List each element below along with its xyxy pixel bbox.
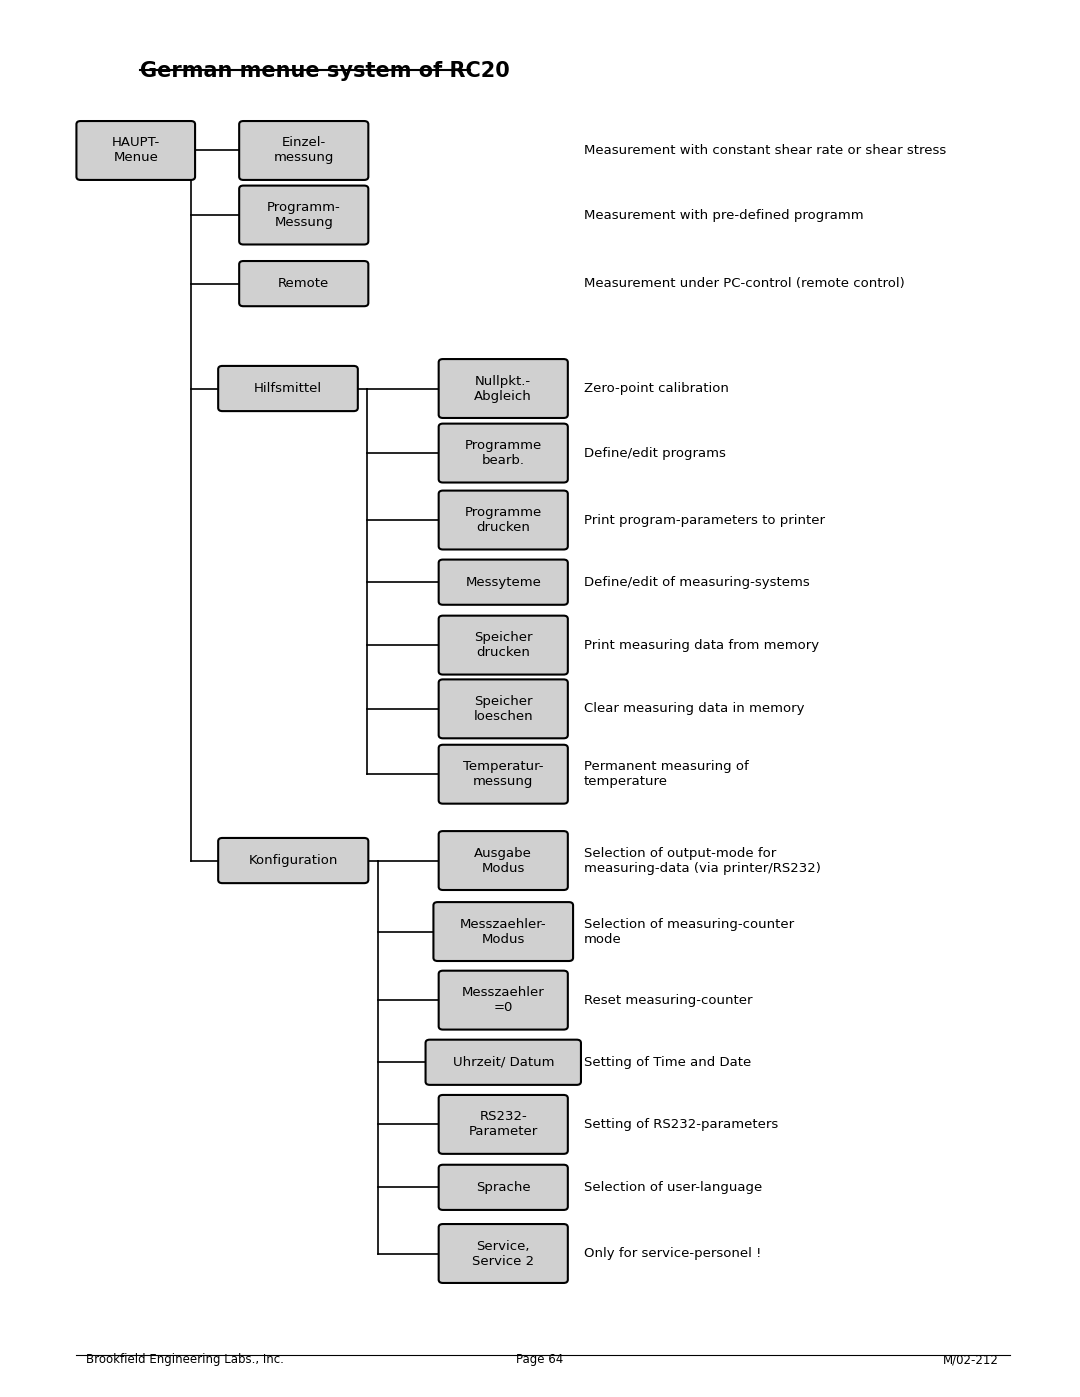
FancyBboxPatch shape [239,122,368,180]
Text: Reset measuring-counter: Reset measuring-counter [584,993,753,1007]
Text: Service,
Service 2: Service, Service 2 [472,1239,535,1267]
FancyBboxPatch shape [218,838,368,883]
Text: Hilfsmittel: Hilfsmittel [254,381,322,395]
Text: Setting of Time and Date: Setting of Time and Date [584,1056,752,1069]
Text: Setting of RS232-parameters: Setting of RS232-parameters [584,1118,779,1132]
Text: Only for service-personel !: Only for service-personel ! [584,1248,761,1260]
Text: Temperatur-
messung: Temperatur- messung [463,760,543,788]
Text: Page 64: Page 64 [516,1354,564,1366]
Text: Print measuring data from memory: Print measuring data from memory [584,638,820,651]
Text: Messzaehler
=0: Messzaehler =0 [462,986,544,1014]
Text: Nullpkt.-
Abgleich: Nullpkt.- Abgleich [474,374,532,402]
Text: Messyteme: Messyteme [465,576,541,588]
Text: Selection of measuring-counter
mode: Selection of measuring-counter mode [584,918,794,946]
FancyBboxPatch shape [438,831,568,890]
FancyBboxPatch shape [239,261,368,306]
Text: Uhrzeit/ Datum: Uhrzeit/ Datum [453,1056,554,1069]
FancyBboxPatch shape [218,366,357,411]
Text: Programme
drucken: Programme drucken [464,506,542,534]
FancyBboxPatch shape [438,423,568,482]
Text: Clear measuring data in memory: Clear measuring data in memory [584,703,805,715]
Text: Define/edit programs: Define/edit programs [584,447,726,460]
FancyBboxPatch shape [438,971,568,1030]
Text: Measurement under PC-control (remote control): Measurement under PC-control (remote con… [584,277,905,291]
Text: Measurement with constant shear rate or shear stress: Measurement with constant shear rate or … [584,144,946,156]
Text: Programme
bearb.: Programme bearb. [464,439,542,467]
FancyBboxPatch shape [438,616,568,675]
Text: Selection of user-language: Selection of user-language [584,1180,762,1194]
FancyBboxPatch shape [433,902,573,961]
FancyBboxPatch shape [77,122,195,180]
Text: Remote: Remote [279,277,329,291]
Text: Programm-
Messung: Programm- Messung [267,201,340,229]
Text: Speicher
loeschen: Speicher loeschen [473,694,534,722]
Text: Konfiguration: Konfiguration [248,854,338,868]
Text: German menue system of RC20: German menue system of RC20 [140,61,510,81]
Text: Speicher
drucken: Speicher drucken [474,631,532,659]
FancyBboxPatch shape [438,359,568,418]
Text: Ausgabe
Modus: Ausgabe Modus [474,847,532,875]
Text: Permanent measuring of
temperature: Permanent measuring of temperature [584,760,748,788]
FancyBboxPatch shape [438,679,568,738]
FancyBboxPatch shape [426,1039,581,1085]
Text: Define/edit of measuring-systems: Define/edit of measuring-systems [584,576,810,588]
Text: Measurement with pre-defined programm: Measurement with pre-defined programm [584,208,864,222]
FancyBboxPatch shape [438,1224,568,1282]
FancyBboxPatch shape [438,1165,568,1210]
Text: Selection of output-mode for
measuring-data (via printer/RS232): Selection of output-mode for measuring-d… [584,847,821,875]
Text: HAUPT-
Menue: HAUPT- Menue [111,137,160,165]
Text: Zero-point calibration: Zero-point calibration [584,381,729,395]
FancyBboxPatch shape [438,1095,568,1154]
FancyBboxPatch shape [239,186,368,244]
Text: Messzaehler-
Modus: Messzaehler- Modus [460,918,546,946]
Text: RS232-
Parameter: RS232- Parameter [469,1111,538,1139]
Text: Print program-parameters to printer: Print program-parameters to printer [584,514,825,527]
Text: Sprache: Sprache [476,1180,530,1194]
Text: M/02-212: M/02-212 [943,1354,999,1366]
Text: Brookfield Engineering Labs., Inc.: Brookfield Engineering Labs., Inc. [86,1354,284,1366]
FancyBboxPatch shape [438,745,568,803]
FancyBboxPatch shape [438,560,568,605]
FancyBboxPatch shape [438,490,568,549]
Text: Einzel-
messung: Einzel- messung [273,137,334,165]
